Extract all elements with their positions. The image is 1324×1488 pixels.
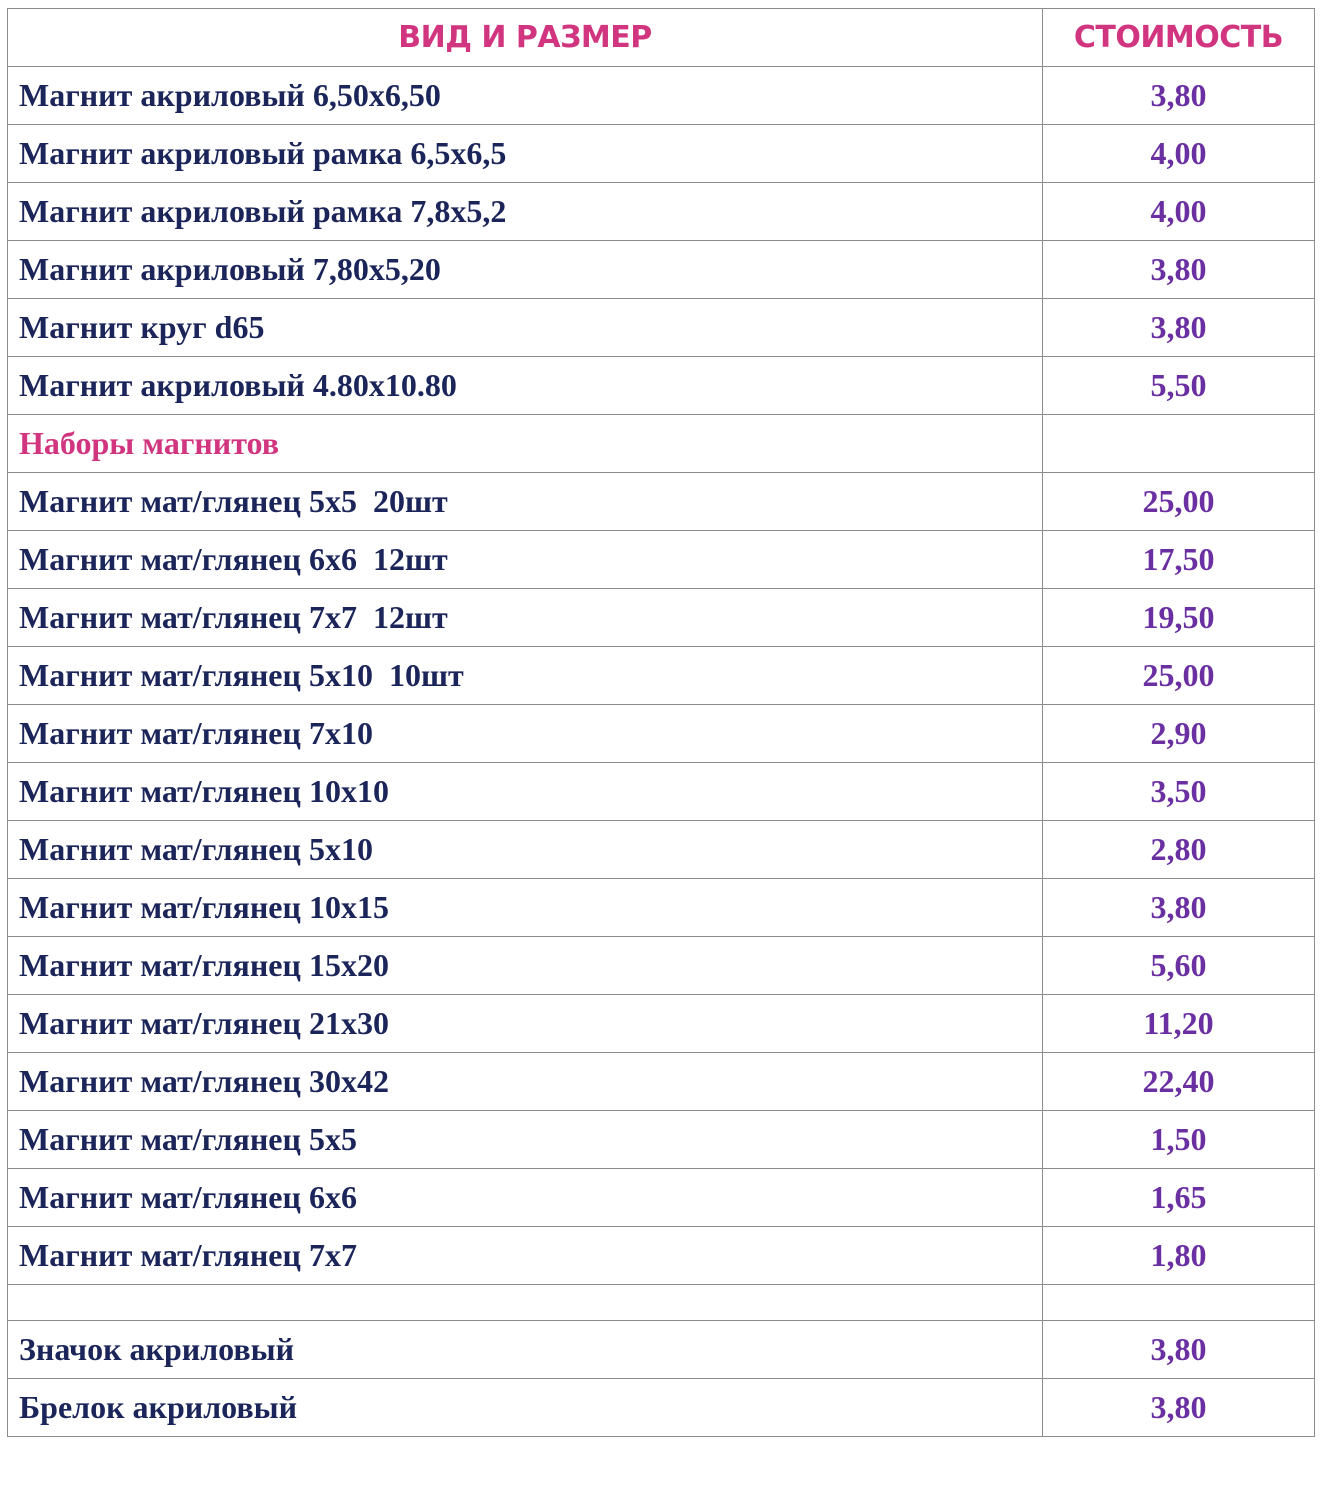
item-name: Магнит мат/глянец 5х10 xyxy=(7,820,1043,879)
table-row: Магнит мат/глянец 7х10 2,90 xyxy=(7,704,1315,763)
table-row: Магнит мат/глянец 21х30 11,20 xyxy=(7,994,1315,1053)
item-price: 1,65 xyxy=(1042,1168,1315,1227)
item-name: Магнит мат/глянец 10х15 xyxy=(7,878,1043,937)
item-name: Магнит мат/глянец 15х20 xyxy=(7,936,1043,995)
table-row: Магнит мат/глянец 10х10 3,50 xyxy=(7,762,1315,821)
item-price: 25,00 xyxy=(1042,472,1315,531)
item-price: 4,00 xyxy=(1042,124,1315,183)
table-row: Магнит акриловый 4.80х10.80 5,50 xyxy=(7,356,1315,415)
table-row: Магнит мат/глянец 6х6 1,65 xyxy=(7,1168,1315,1227)
item-price: 19,50 xyxy=(1042,588,1315,647)
empty-row xyxy=(7,1284,1315,1321)
table-row: Магнит мат/глянец 6х6 12шт 17,50 xyxy=(7,530,1315,589)
table-row: Магнит круг d65 3,80 xyxy=(7,298,1315,357)
table-row: Магнит мат/глянец 30х42 22,40 xyxy=(7,1052,1315,1111)
item-name: Магнит мат/глянец 10х10 xyxy=(7,762,1043,821)
item-price: 25,00 xyxy=(1042,646,1315,705)
table-row: Магнит акриловый рамка 7,8х5,2 4,00 xyxy=(7,182,1315,241)
item-price: 22,40 xyxy=(1042,1052,1315,1111)
table-row: Магнит мат/глянец 7х7 1,80 xyxy=(7,1226,1315,1285)
table-row: Брелок акриловый 3,80 xyxy=(7,1378,1315,1437)
item-price: 3,80 xyxy=(1042,66,1315,125)
item-name: Магнит акриловый 4.80х10.80 xyxy=(7,356,1043,415)
item-name: Магнит мат/глянец 30х42 xyxy=(7,1052,1043,1111)
item-price: 3,80 xyxy=(1042,240,1315,299)
item-price: 11,20 xyxy=(1042,994,1315,1053)
table-row: Магнит мат/глянец 5х10 2,80 xyxy=(7,820,1315,879)
table-row: Магнит мат/глянец 7х7 12шт 19,50 xyxy=(7,588,1315,647)
item-name: Магнит мат/глянец 5х10 10шт xyxy=(7,646,1043,705)
item-price: 2,80 xyxy=(1042,820,1315,879)
item-name: Магнит мат/глянец 7х7 xyxy=(7,1226,1043,1285)
table-row: Магнит акриловый 6,50х6,50 3,80 xyxy=(7,66,1315,125)
item-name: Значок акриловый xyxy=(7,1320,1043,1379)
section-title: Наборы магнитов xyxy=(7,414,1043,473)
price-table: ВИД И РАЗМЕР СТОИМОСТЬ Магнит акриловый … xyxy=(7,8,1315,1437)
item-price: 3,80 xyxy=(1042,298,1315,357)
item-price: 1,50 xyxy=(1042,1110,1315,1169)
item-name: Магнит акриловый 7,80х5,20 xyxy=(7,240,1043,299)
header-row: ВИД И РАЗМЕР СТОИМОСТЬ xyxy=(7,8,1315,67)
item-name: Магнит мат/глянец 5х5 xyxy=(7,1110,1043,1169)
item-name: Магнит мат/глянец 21х30 xyxy=(7,994,1043,1053)
item-price: 2,90 xyxy=(1042,704,1315,763)
item-name: Магнит акриловый рамка 6,5х6,5 xyxy=(7,124,1043,183)
item-price: 5,50 xyxy=(1042,356,1315,415)
section-row: Наборы магнитов xyxy=(7,414,1315,473)
item-price: 3,50 xyxy=(1042,762,1315,821)
item-price xyxy=(1042,1284,1315,1321)
table-row: Магнит мат/глянец 5х5 1,50 xyxy=(7,1110,1315,1169)
item-price: 4,00 xyxy=(1042,182,1315,241)
item-price: 17,50 xyxy=(1042,530,1315,589)
item-name: Магнит мат/глянец 7х10 xyxy=(7,704,1043,763)
item-name: Магнит мат/глянец 6х6 12шт xyxy=(7,530,1043,589)
table-row: Магнит мат/глянец 15х20 5,60 xyxy=(7,936,1315,995)
item-price: 1,80 xyxy=(1042,1226,1315,1285)
item-name: Магнит акриловый 6,50х6,50 xyxy=(7,66,1043,125)
header-name-column: ВИД И РАЗМЕР xyxy=(7,8,1043,67)
item-price: 5,60 xyxy=(1042,936,1315,995)
table-row: Магнит акриловый 7,80х5,20 3,80 xyxy=(7,240,1315,299)
table-row: Магнит мат/глянец 5х5 20шт 25,00 xyxy=(7,472,1315,531)
item-name: Магнит мат/глянец 5х5 20шт xyxy=(7,472,1043,531)
item-name: Магнит круг d65 xyxy=(7,298,1043,357)
table-row: Магнит мат/глянец 10х15 3,80 xyxy=(7,878,1315,937)
item-price: 3,80 xyxy=(1042,878,1315,937)
item-price: 3,80 xyxy=(1042,1378,1315,1437)
item-price xyxy=(1042,414,1315,473)
item-name: Магнит мат/глянец 7х7 12шт xyxy=(7,588,1043,647)
item-price: 3,80 xyxy=(1042,1320,1315,1379)
item-name: Брелок акриловый xyxy=(7,1378,1043,1437)
item-name: Магнит акриловый рамка 7,8х5,2 xyxy=(7,182,1043,241)
table-row: Магнит мат/глянец 5х10 10шт 25,00 xyxy=(7,646,1315,705)
item-name: Магнит мат/глянец 6х6 xyxy=(7,1168,1043,1227)
item-name xyxy=(7,1284,1043,1321)
table-row: Значок акриловый 3,80 xyxy=(7,1320,1315,1379)
header-price-column: СТОИМОСТЬ xyxy=(1042,8,1315,67)
table-row: Магнит акриловый рамка 6,5х6,5 4,00 xyxy=(7,124,1315,183)
